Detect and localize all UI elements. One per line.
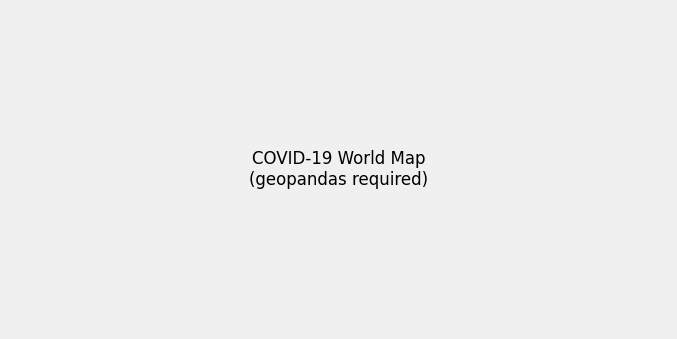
- Text: COVID-19 World Map
(geopandas required): COVID-19 World Map (geopandas required): [249, 150, 428, 189]
